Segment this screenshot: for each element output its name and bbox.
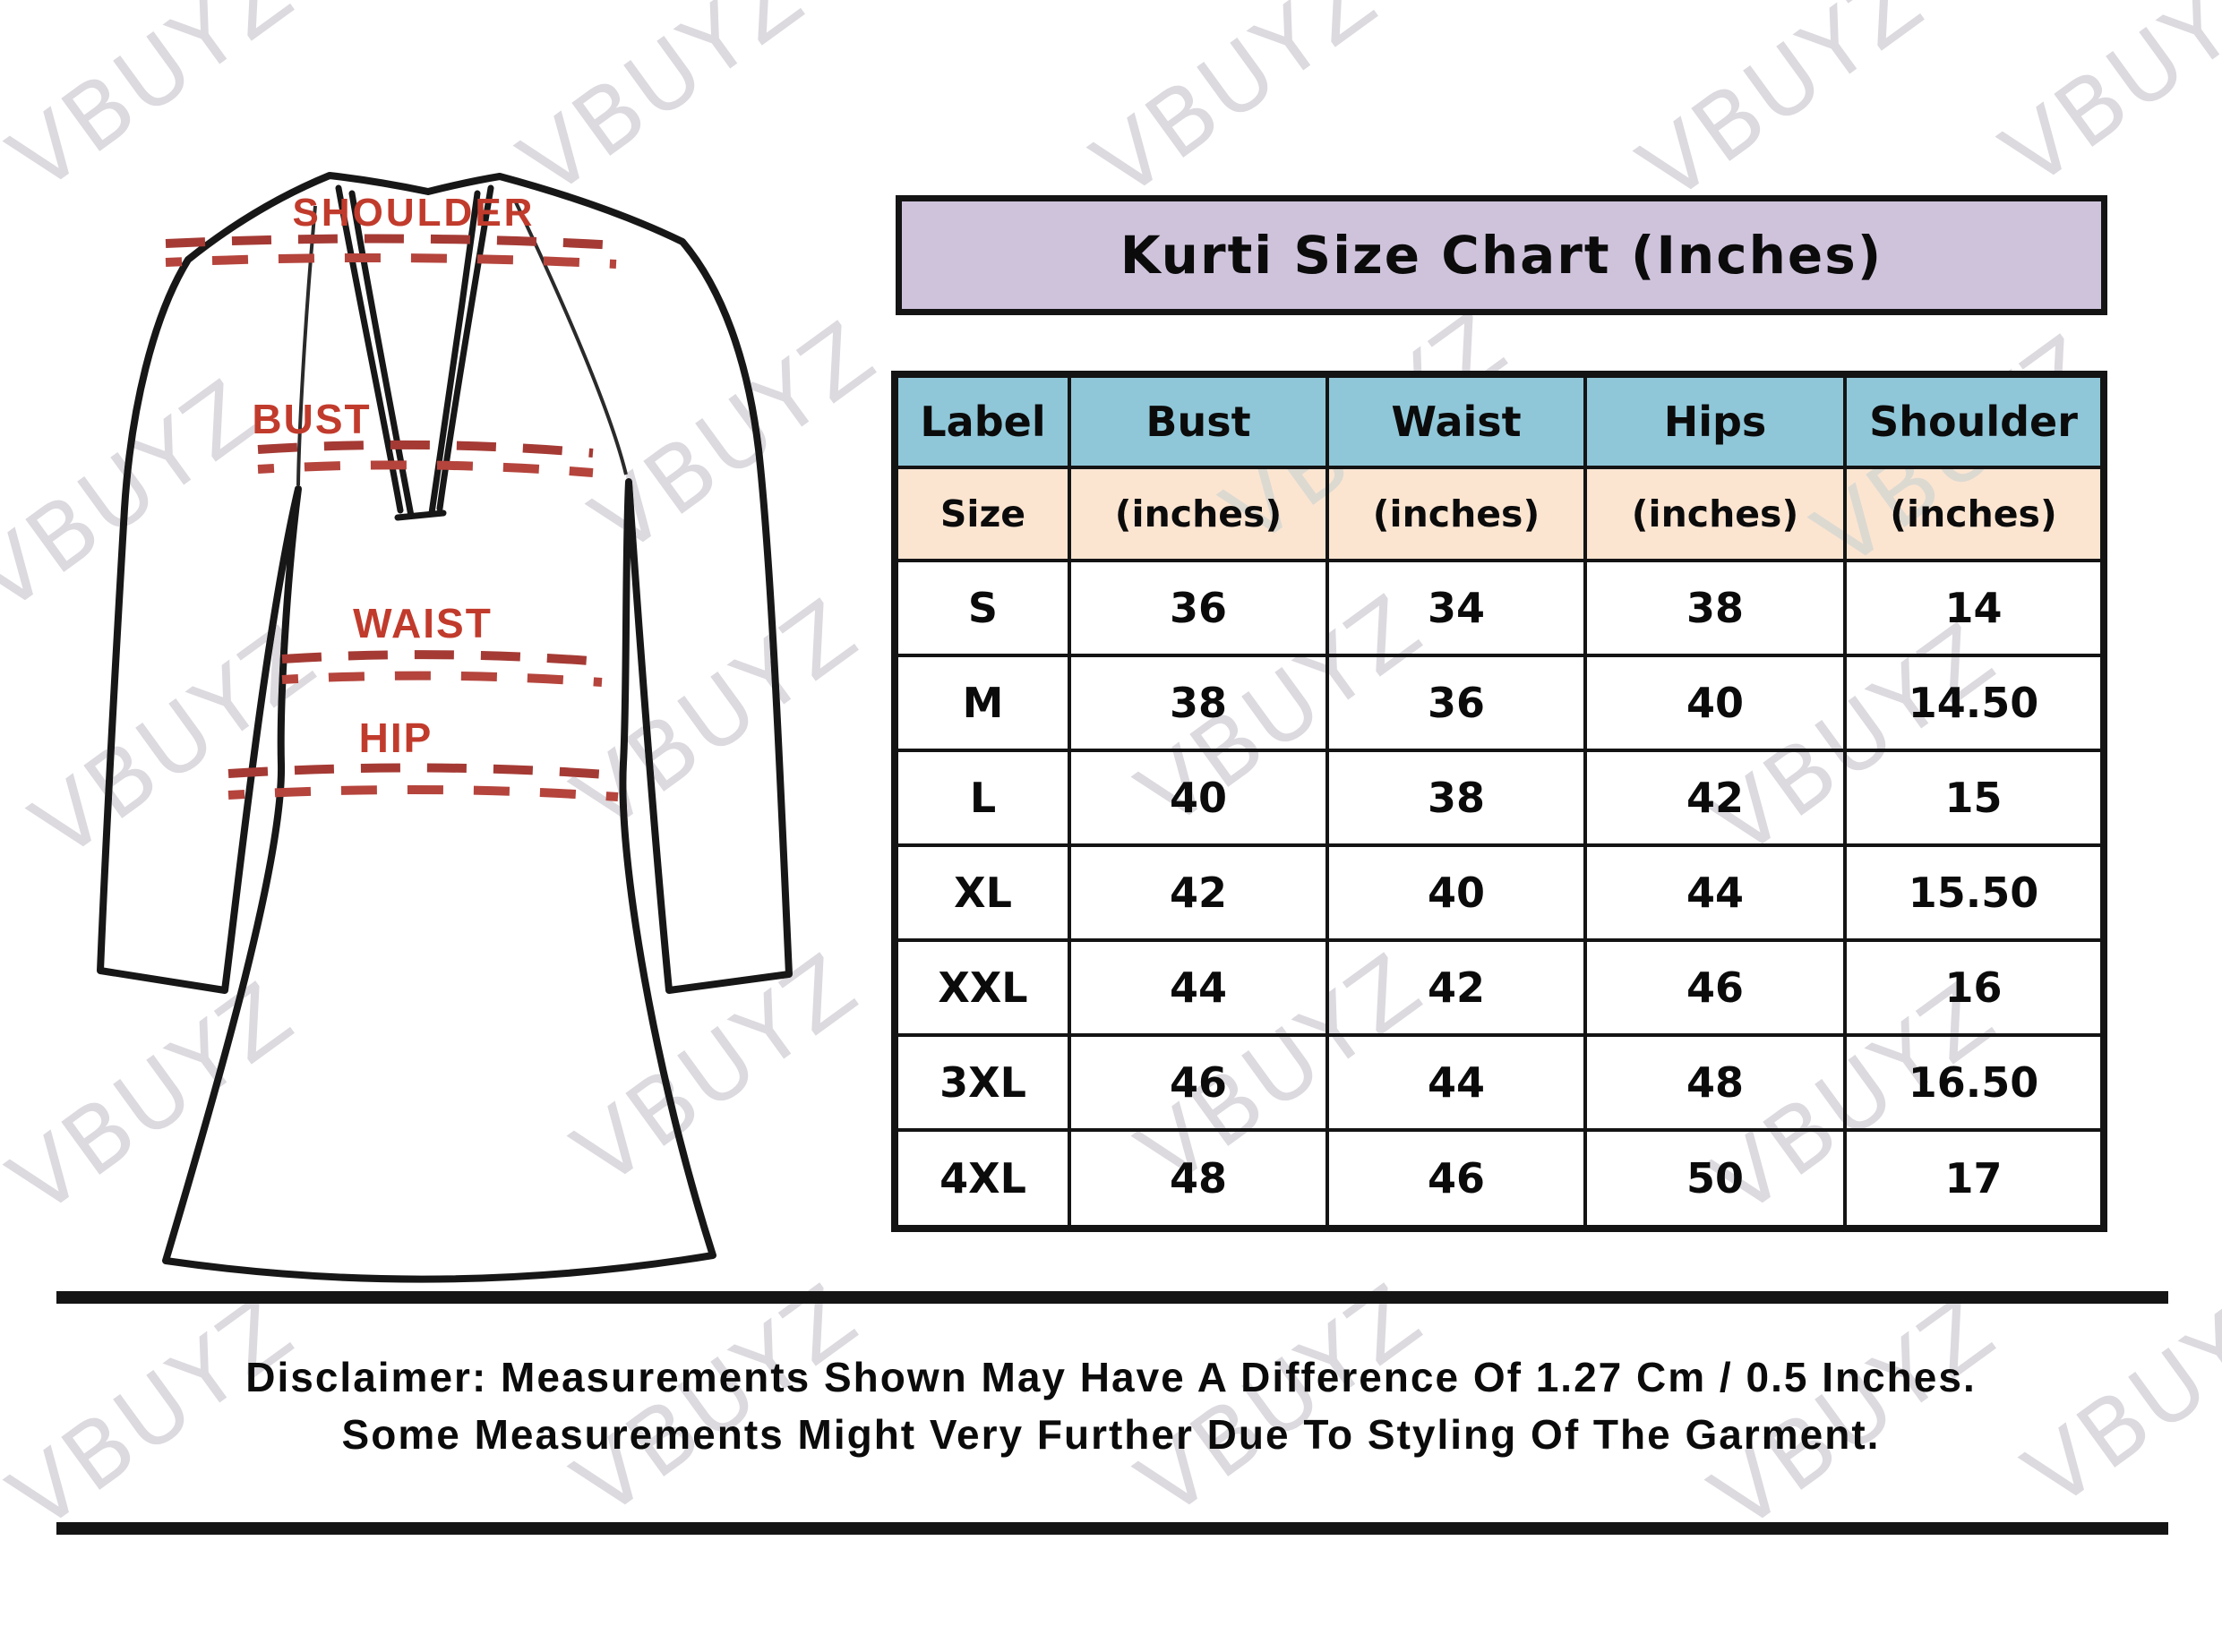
table-cell-size: XXL (893, 938, 1071, 1038)
table-row: XL 42 40 44 15.50 (893, 843, 2106, 943)
bust-label: BUST (252, 396, 371, 442)
hip-label: HIP (359, 715, 433, 761)
table-cell-size: L (893, 749, 1071, 848)
table-cell-shoulder: 15 (1843, 749, 2106, 848)
watermark-text: VBUYZ (1075, 0, 1397, 218)
table-cell-shoulder: 14.50 (1843, 654, 2106, 753)
table-cell-bust: 44 (1068, 938, 1329, 1038)
table-row: S 36 34 38 14 (893, 558, 2106, 658)
column-header-label: Label (893, 372, 1071, 469)
table-cell-size: 3XL (893, 1033, 1071, 1133)
table-cell-bust: 42 (1068, 843, 1329, 943)
table-cell-bust: 38 (1068, 654, 1329, 753)
table-cell-size: 4XL (893, 1128, 1071, 1230)
table-row: XXL 44 42 46 16 (893, 938, 2106, 1038)
table-cell-bust: 48 (1068, 1128, 1329, 1230)
table-row: 4XL 48 46 50 17 (893, 1128, 2106, 1230)
size-table: Label Bust Waist Hips Shoulder Size (inc… (891, 371, 2107, 1232)
table-row: 3XL 46 44 48 16.50 (893, 1033, 2106, 1133)
subheader-hips-units: (inches) (1583, 466, 1847, 562)
size-table-body: S 36 34 38 14 M 38 36 40 14.50 L 40 38 42 15 XL 42 40 44 15… (893, 558, 2106, 1230)
table-cell-hips: 48 (1583, 1033, 1847, 1133)
bust-measure-line (257, 440, 594, 477)
table-cell-waist: 36 (1325, 654, 1587, 753)
waist-label: WAIST (353, 600, 493, 646)
table-header-row: Label Bust Waist Hips Shoulder (893, 372, 2106, 469)
table-cell-hips: 40 (1583, 654, 1847, 753)
table-cell-bust: 40 (1068, 749, 1329, 848)
table-cell-size: S (893, 558, 1071, 658)
table-cell-bust: 46 (1068, 1033, 1329, 1133)
watermark-text: VBUYZ (1621, 0, 1943, 222)
armscye-seam-left (296, 205, 317, 486)
subheader-bust-units: (inches) (1068, 466, 1329, 562)
subheader-shoulder-units: (inches) (1843, 466, 2106, 562)
column-header-waist: Waist (1325, 372, 1587, 469)
table-cell-hips: 46 (1583, 938, 1847, 1038)
shoulder-measure-line (165, 234, 617, 269)
table-cell-shoulder: 15.50 (1843, 843, 2106, 943)
table-subheader-row: Size (inches) (inches) (inches) (inches) (893, 466, 2106, 562)
table-cell-hips: 44 (1583, 843, 1847, 943)
table-cell-shoulder: 16 (1843, 938, 2106, 1038)
table-cell-shoulder: 14 (1843, 558, 2106, 658)
table-cell-waist: 40 (1325, 843, 1587, 943)
table-cell-hips: 50 (1583, 1128, 1847, 1230)
table-cell-waist: 34 (1325, 558, 1587, 658)
table-cell-waist: 42 (1325, 938, 1587, 1038)
waist-measure-line (281, 650, 603, 687)
column-header-hips: Hips (1583, 372, 1847, 469)
disclaimer-line-1: Disclaimer: Measurements Shown May Have … (245, 1354, 1977, 1400)
divider-line-top (56, 1291, 2168, 1304)
hip-measure-line (227, 763, 619, 801)
kurti-line-drawing: SHOULDER BUST WAIST HIP (97, 172, 793, 1283)
disclaimer-line-2: Some Measurements Might Very Further Due… (341, 1411, 1881, 1458)
title-banner: Kurti Size Chart (Inches) (896, 195, 2107, 315)
table-cell-waist: 46 (1325, 1128, 1587, 1230)
shoulder-label: SHOULDER (293, 191, 536, 235)
column-header-shoulder: Shoulder (1843, 372, 2106, 469)
column-header-bust: Bust (1068, 372, 1329, 469)
table-cell-waist: 44 (1325, 1033, 1587, 1133)
table-row: L 40 38 42 15 (893, 749, 2106, 848)
disclaimer: Disclaimer: Measurements Shown May Have … (0, 1348, 2222, 1463)
divider-line-bottom (56, 1522, 2168, 1535)
table-cell-waist: 38 (1325, 749, 1587, 848)
table-cell-shoulder: 17 (1843, 1128, 2106, 1230)
table-cell-bust: 36 (1068, 558, 1329, 658)
table-cell-size: XL (893, 843, 1071, 943)
table-cell-hips: 38 (1583, 558, 1847, 658)
subheader-waist-units: (inches) (1325, 466, 1587, 562)
table-row: M 38 36 40 14.50 (893, 654, 2106, 753)
neck-slit (335, 184, 494, 521)
table-cell-size: M (893, 654, 1071, 753)
table-cell-shoulder: 16.50 (1843, 1033, 2106, 1133)
page-title: Kurti Size Chart (Inches) (1120, 225, 1883, 286)
subheader-size: Size (893, 466, 1071, 562)
table-cell-hips: 42 (1583, 749, 1847, 848)
watermark-text: VBUYZ (1984, 0, 2222, 208)
garment-outline (97, 172, 793, 1283)
